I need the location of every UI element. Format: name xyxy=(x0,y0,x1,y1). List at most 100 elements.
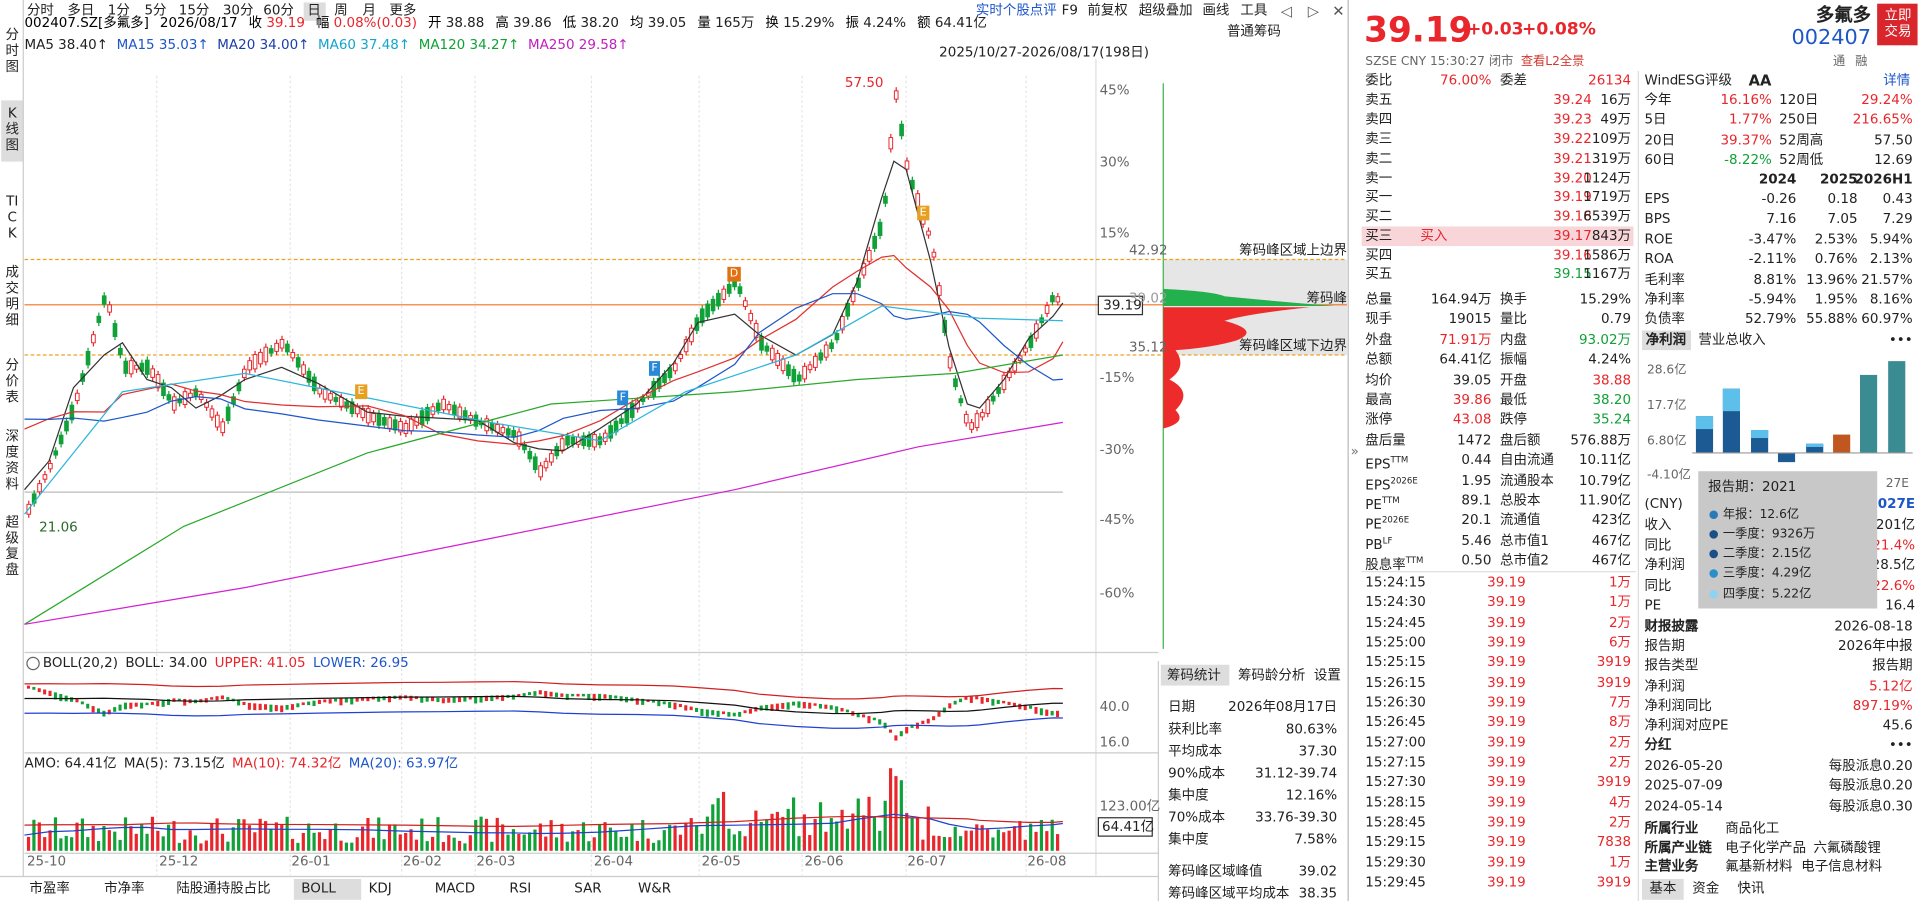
tool-button[interactable]: 实时个股点评 xyxy=(975,2,1057,19)
stat-label: PETTM xyxy=(1365,495,1400,513)
indicator-tab[interactable]: 市净率 xyxy=(104,880,145,897)
boll-candle xyxy=(818,703,823,709)
volume-bar xyxy=(549,820,553,851)
chart-tab[interactable]: 净利润 xyxy=(1645,331,1687,348)
indicator-tab[interactable]: RSI xyxy=(509,880,532,897)
period-tab[interactable]: 15分 xyxy=(178,2,210,19)
close-icon[interactable]: ✕ xyxy=(1332,3,1344,20)
indicator-tab[interactable]: MACD xyxy=(434,880,476,897)
l2-link[interactable]: 查看L2全景 xyxy=(1520,54,1585,68)
side-tab[interactable]: 成交明细 xyxy=(5,264,19,329)
high-label: 57.50 xyxy=(844,74,884,91)
ratio: 76.00% xyxy=(1440,72,1492,89)
nav-icon[interactable]: ▷ xyxy=(1308,3,1320,20)
volume-bar xyxy=(441,842,445,851)
volume-bar xyxy=(915,817,920,851)
chip-tab[interactable]: 筹码统计 xyxy=(1166,667,1221,684)
indicator-tab[interactable]: SAR xyxy=(574,880,602,897)
boll-candle xyxy=(290,704,295,710)
boll-candle xyxy=(592,693,596,701)
volume-bar xyxy=(684,822,688,851)
side-tab[interactable]: TICK xyxy=(6,193,19,242)
volume-bar xyxy=(840,809,844,851)
side-tab[interactable]: 分价表 xyxy=(5,357,19,406)
volume-bar xyxy=(888,768,893,851)
period-tab[interactable]: 30分 xyxy=(222,2,254,19)
period-tab[interactable]: 月 xyxy=(362,2,376,19)
candle xyxy=(290,352,296,359)
help-icon[interactable] xyxy=(26,656,40,671)
trade-price: 39.19 xyxy=(1487,834,1526,850)
boll-candle xyxy=(1050,710,1054,716)
stat-value: 1.95 xyxy=(1461,472,1492,488)
expand-icon[interactable]: » xyxy=(1351,444,1359,459)
metric-value: 8.16% xyxy=(1869,291,1913,308)
stat-label: 均价 xyxy=(1365,371,1393,388)
panel-tab[interactable]: 基本 xyxy=(1649,880,1677,897)
boll-candle xyxy=(355,697,359,702)
volume-bar xyxy=(700,833,704,851)
boll-candle xyxy=(878,719,882,725)
candle xyxy=(425,407,430,422)
tool-button[interactable]: 前复权 xyxy=(1087,2,1128,19)
candle xyxy=(101,295,107,305)
forecast-value: 28.5亿 xyxy=(1871,557,1916,574)
chart-tab[interactable]: 营业总收入 xyxy=(1698,331,1766,348)
boll-candle xyxy=(619,696,623,702)
boll-candle xyxy=(985,697,990,703)
period-tab[interactable]: 5分 xyxy=(144,2,167,19)
volume-bar xyxy=(463,843,467,851)
period-tab[interactable]: 60分 xyxy=(263,2,294,19)
boll-candle xyxy=(775,703,779,711)
period-tab[interactable]: 多日 xyxy=(67,2,95,19)
period-tab[interactable]: 更多 xyxy=(389,2,417,19)
period-tab[interactable]: 1分 xyxy=(107,2,130,19)
indicator-tab[interactable]: W&R xyxy=(637,880,672,897)
side-tab[interactable]: 分时图 xyxy=(5,26,19,75)
indicator-tab[interactable]: KDJ xyxy=(368,880,392,897)
tool-button[interactable]: 画线 xyxy=(1202,2,1230,19)
indicator-tab[interactable]: BOLL xyxy=(301,880,336,897)
side-tab[interactable]: 超级复盘 xyxy=(5,514,19,578)
period-tab[interactable]: 日 xyxy=(307,2,321,19)
candle xyxy=(74,392,80,402)
panel-tab[interactable]: 资金 xyxy=(1692,880,1720,897)
boll-candle xyxy=(883,722,887,729)
trade-price: 39.19 xyxy=(1487,714,1526,730)
tool-button[interactable]: 工具 xyxy=(1240,2,1268,19)
volume-bar xyxy=(544,836,548,851)
trade-button[interactable]: 立即交易 xyxy=(1884,7,1912,40)
signal-marker: E xyxy=(917,205,930,221)
chip-label: 筹码峰区域上边界 xyxy=(1239,242,1347,259)
volume-bar xyxy=(765,819,769,851)
side-tab[interactable]: 深度资料 xyxy=(5,428,19,493)
trade-price: 39.19 xyxy=(1487,594,1526,611)
side-tab[interactable]: K线图 xyxy=(5,105,19,154)
nav-icon[interactable]: ◁ xyxy=(1280,3,1293,20)
panel-tab[interactable]: 快讯 xyxy=(1737,880,1765,897)
stat-value: 89.1 xyxy=(1461,492,1492,509)
volume-bar xyxy=(1034,831,1038,851)
period-tab[interactable]: 周 xyxy=(334,2,348,19)
indicator-tab[interactable]: 陆股通持股占比 xyxy=(176,880,271,897)
stat-value: 93.02万 xyxy=(1578,331,1632,348)
chip-tab[interactable]: 设置 xyxy=(1313,667,1341,684)
tool-button[interactable]: 超级叠加 xyxy=(1138,2,1193,19)
trade-button[interactable] xyxy=(1877,3,1918,46)
boll-candle xyxy=(285,704,289,710)
bid-volume: 1586万 xyxy=(1583,247,1632,264)
more[interactable]: ••• xyxy=(1888,736,1913,753)
boll-item: BOLL: 34.00 xyxy=(125,654,208,671)
chip-tab[interactable]: 筹码龄分析 xyxy=(1237,667,1306,684)
boll-candle xyxy=(167,699,171,705)
indicator-tab[interactable]: 市盈率 xyxy=(29,880,70,897)
candle xyxy=(268,348,274,354)
trade-price: 39.19 xyxy=(1487,814,1526,830)
detail-link[interactable]: 详情 xyxy=(1883,72,1911,89)
more[interactable]: ••• xyxy=(1888,331,1913,348)
volume-bar xyxy=(274,822,278,851)
tool-button[interactable]: F9 xyxy=(1061,2,1078,19)
forecast-label: (CNY) xyxy=(1644,495,1683,512)
period-tab[interactable]: 分时 xyxy=(26,2,54,19)
boll-candle xyxy=(495,695,499,700)
